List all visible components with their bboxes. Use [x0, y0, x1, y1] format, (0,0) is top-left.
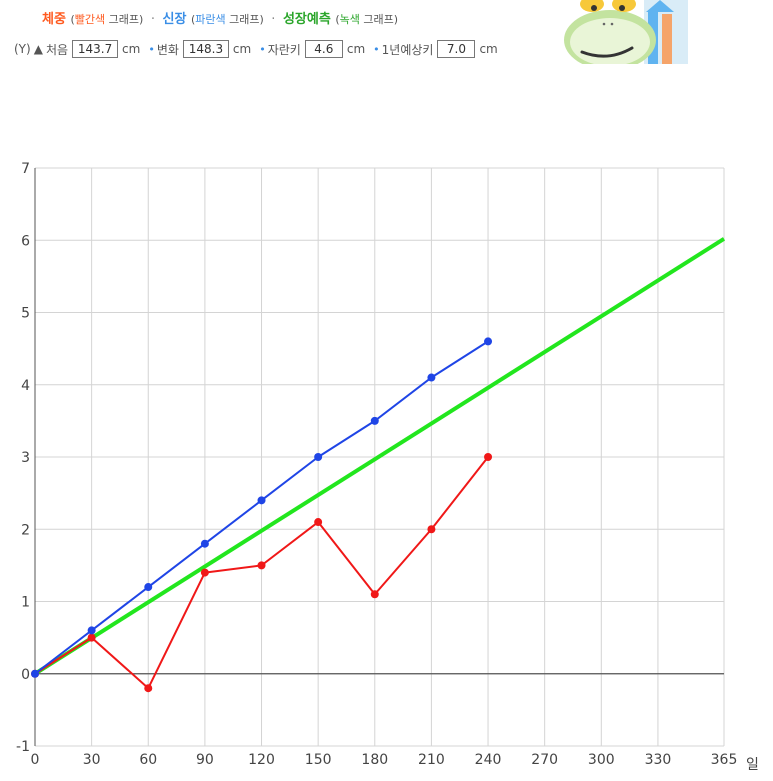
mascot-illustration [564, 0, 688, 64]
data-point-weight [87, 633, 96, 642]
yearly-forecast-field: 7.0 [437, 40, 476, 58]
y-axis-label: (Y) [14, 42, 31, 56]
x-tick-label: 150 [305, 752, 332, 768]
x-tick-label: 90 [196, 752, 214, 768]
y-tick-label: -1 [16, 739, 30, 755]
data-point-height [87, 626, 96, 635]
data-point-weight [484, 453, 493, 461]
x-tick-label: 120 [248, 752, 275, 768]
y-tick-label: 4 [21, 378, 30, 394]
x-tick-label: 30 [83, 752, 101, 768]
data-point-height [31, 669, 39, 678]
initial-label: 처음 [45, 42, 69, 57]
change-label: 변화 [156, 42, 179, 57]
legend-predict-desc: (녹색 그래프) [335, 13, 399, 26]
data-point-height [200, 539, 209, 548]
y-tick-label: 0 [21, 667, 30, 683]
data-point-weight [257, 561, 266, 570]
data-point-weight [314, 518, 323, 527]
x-tick-label: 300 [588, 752, 615, 768]
bullet-icon: • [259, 42, 266, 56]
x-tick-label: 0 [31, 752, 40, 768]
x-tick-label: 270 [531, 752, 558, 768]
data-point-height [257, 496, 266, 505]
legend-weight-desc: (빨간색 그래프) [70, 13, 144, 26]
data-point-weight [427, 525, 436, 534]
x-tick-label: 210 [418, 752, 445, 768]
initial-height-field: 143.7 [72, 40, 119, 58]
arrow-up-icon: ▲ [33, 42, 43, 56]
stats-summary: (Y) ▲ 처음 143.7 cm • 변화 148.3 cm • 자란키 4.… [14, 40, 498, 58]
legend-height-desc: (파란색 그래프) [190, 13, 264, 26]
x-tick-label: 365 [711, 752, 738, 768]
y-tick-label: 5 [21, 306, 30, 322]
x-axis-unit-label: 일 [746, 757, 759, 773]
growth-chart: 0 30 60 90 120 150 180 210 240 270 300 330 365 -1 0 1 2 3… [0, 150, 773, 781]
yearly-label: 1년예상키 [381, 42, 434, 57]
growth-label: 자란키 [267, 42, 301, 57]
y-tick-label: 2 [21, 522, 30, 538]
legend-separator: · [150, 12, 155, 27]
x-tick-label: 330 [645, 752, 672, 768]
x-tick-label: 60 [139, 752, 157, 768]
legend-predict: 성장예측 [282, 12, 331, 27]
series-line-prediction [33, 237, 726, 676]
unit-label: cm [479, 42, 498, 56]
data-point-height [427, 373, 436, 382]
data-point-height [484, 337, 493, 346]
legend-height: 신장 [162, 12, 187, 27]
legend-separator: · [271, 12, 276, 27]
unit-label: cm [346, 42, 366, 56]
growth-chart-svg: 0 30 60 90 120 150 180 210 240 270 300 330 365-10123… [16, 161, 738, 768]
legend-weight: 체중 [42, 12, 66, 27]
growth-field: 4.6 [304, 40, 343, 58]
data-point-height [144, 583, 153, 592]
changed-height-field: 148.3 [182, 40, 229, 58]
y-tick-label: 6 [21, 233, 30, 249]
data-point-weight [370, 590, 379, 599]
x-tick-label: 240 [475, 752, 502, 768]
data-point-height [314, 453, 323, 461]
data-point-height [370, 416, 379, 425]
x-tick-label: 180 [361, 752, 388, 768]
unit-label: cm [232, 42, 252, 56]
data-point-weight [144, 684, 153, 693]
bullet-icon: • [373, 42, 380, 56]
y-tick-label: 1 [21, 595, 30, 611]
y-tick-label: 7 [21, 161, 30, 177]
bullet-icon: • [148, 42, 155, 56]
unit-label: cm [122, 42, 141, 56]
data-point-weight [200, 568, 209, 577]
y-tick-label: 3 [21, 450, 30, 466]
chart-legend-header: 체중 (빨간색 그래프) · 신장 (파란색 그래프) · 성장예측 (녹색 그… [42, 8, 398, 27]
